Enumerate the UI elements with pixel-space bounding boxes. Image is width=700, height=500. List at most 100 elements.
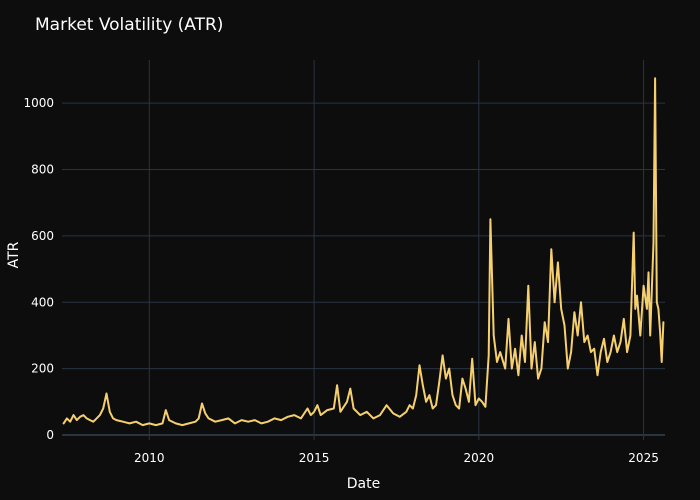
data-point bbox=[534, 341, 536, 343]
data-point bbox=[481, 401, 483, 403]
data-point bbox=[471, 358, 473, 360]
data-point bbox=[462, 378, 464, 380]
data-point bbox=[590, 351, 592, 353]
data-point bbox=[574, 311, 576, 313]
tick-labels: 2010 2015 2020 2025 0 200 400 600 800 1000 bbox=[23, 96, 658, 465]
data-point bbox=[528, 285, 530, 287]
data-point bbox=[504, 368, 506, 370]
data-point bbox=[620, 341, 622, 343]
data-point bbox=[626, 351, 628, 353]
data-point bbox=[455, 404, 457, 406]
data-point bbox=[659, 331, 661, 333]
data-point bbox=[648, 272, 650, 274]
data-point bbox=[445, 378, 447, 380]
data-point bbox=[409, 404, 411, 406]
data-point bbox=[89, 419, 91, 421]
data-point bbox=[116, 419, 118, 421]
data-point bbox=[570, 351, 572, 353]
data-point bbox=[439, 381, 441, 383]
data-point bbox=[86, 418, 88, 420]
data-point bbox=[317, 404, 319, 406]
x-tick-label: 2020 bbox=[464, 451, 495, 465]
data-point bbox=[419, 365, 421, 367]
data-point bbox=[551, 248, 553, 250]
data-point bbox=[653, 242, 655, 244]
data-point bbox=[109, 411, 111, 413]
data-point bbox=[475, 404, 477, 406]
data-point bbox=[182, 424, 184, 426]
data-point bbox=[518, 375, 520, 377]
data-point bbox=[214, 421, 216, 423]
data-point bbox=[353, 408, 355, 410]
data-point bbox=[112, 418, 114, 420]
data-point bbox=[254, 419, 256, 421]
data-point bbox=[99, 414, 101, 416]
data-point bbox=[554, 302, 556, 304]
data-point bbox=[564, 325, 566, 327]
data-point bbox=[165, 409, 167, 411]
data-point bbox=[557, 262, 559, 264]
data-point bbox=[287, 416, 289, 418]
data-point bbox=[313, 411, 315, 413]
data-point bbox=[448, 368, 450, 370]
atr-series-line bbox=[62, 77, 665, 427]
data-point bbox=[373, 418, 375, 420]
data-point bbox=[96, 418, 98, 420]
data-point bbox=[333, 408, 335, 410]
data-point bbox=[521, 335, 523, 337]
series-layer bbox=[62, 77, 665, 427]
y-axis-title: ATR bbox=[6, 241, 22, 268]
data-point bbox=[661, 361, 663, 363]
data-point bbox=[63, 423, 65, 425]
data-point bbox=[607, 361, 609, 363]
data-point bbox=[524, 361, 526, 363]
data-point bbox=[432, 408, 434, 410]
data-point bbox=[294, 414, 296, 416]
data-point bbox=[261, 423, 263, 425]
x-tick-label: 2015 bbox=[299, 451, 330, 465]
data-point bbox=[346, 401, 348, 403]
data-point bbox=[613, 335, 615, 337]
data-point bbox=[155, 424, 157, 426]
x-tick-label: 2025 bbox=[628, 451, 659, 465]
data-point bbox=[106, 393, 108, 395]
data-point bbox=[93, 421, 95, 423]
data-point bbox=[76, 419, 78, 421]
data-point bbox=[600, 351, 602, 353]
data-point bbox=[149, 423, 151, 425]
data-point bbox=[635, 308, 637, 310]
chart-title: Market Volatility (ATR) bbox=[35, 15, 223, 35]
data-point bbox=[485, 406, 487, 408]
y-tick-label: 600 bbox=[31, 229, 54, 243]
y-tick-label: 800 bbox=[31, 163, 54, 177]
data-point bbox=[73, 414, 75, 416]
data-point bbox=[221, 419, 223, 421]
data-point bbox=[340, 411, 342, 413]
data-point bbox=[280, 419, 282, 421]
y-tick-label: 400 bbox=[31, 295, 54, 309]
data-point bbox=[66, 418, 68, 420]
data-point bbox=[69, 421, 71, 423]
data-point bbox=[205, 413, 207, 415]
y-tick-label: 200 bbox=[31, 362, 54, 376]
data-point bbox=[544, 321, 546, 323]
grid-lines bbox=[62, 60, 665, 440]
data-point bbox=[537, 378, 539, 380]
data-point bbox=[79, 416, 81, 418]
data-point bbox=[541, 368, 543, 370]
data-point bbox=[584, 341, 586, 343]
data-point bbox=[646, 308, 648, 310]
data-point bbox=[201, 403, 203, 405]
data-point bbox=[452, 394, 454, 396]
data-point bbox=[458, 408, 460, 410]
data-point bbox=[392, 413, 394, 415]
x-axis-title: Date bbox=[347, 476, 380, 492]
data-point bbox=[478, 398, 480, 400]
data-point bbox=[587, 335, 589, 337]
y-tick-label: 0 bbox=[46, 428, 54, 442]
data-point bbox=[511, 368, 513, 370]
data-point bbox=[567, 368, 569, 370]
data-point bbox=[616, 351, 618, 353]
data-point bbox=[656, 302, 658, 304]
